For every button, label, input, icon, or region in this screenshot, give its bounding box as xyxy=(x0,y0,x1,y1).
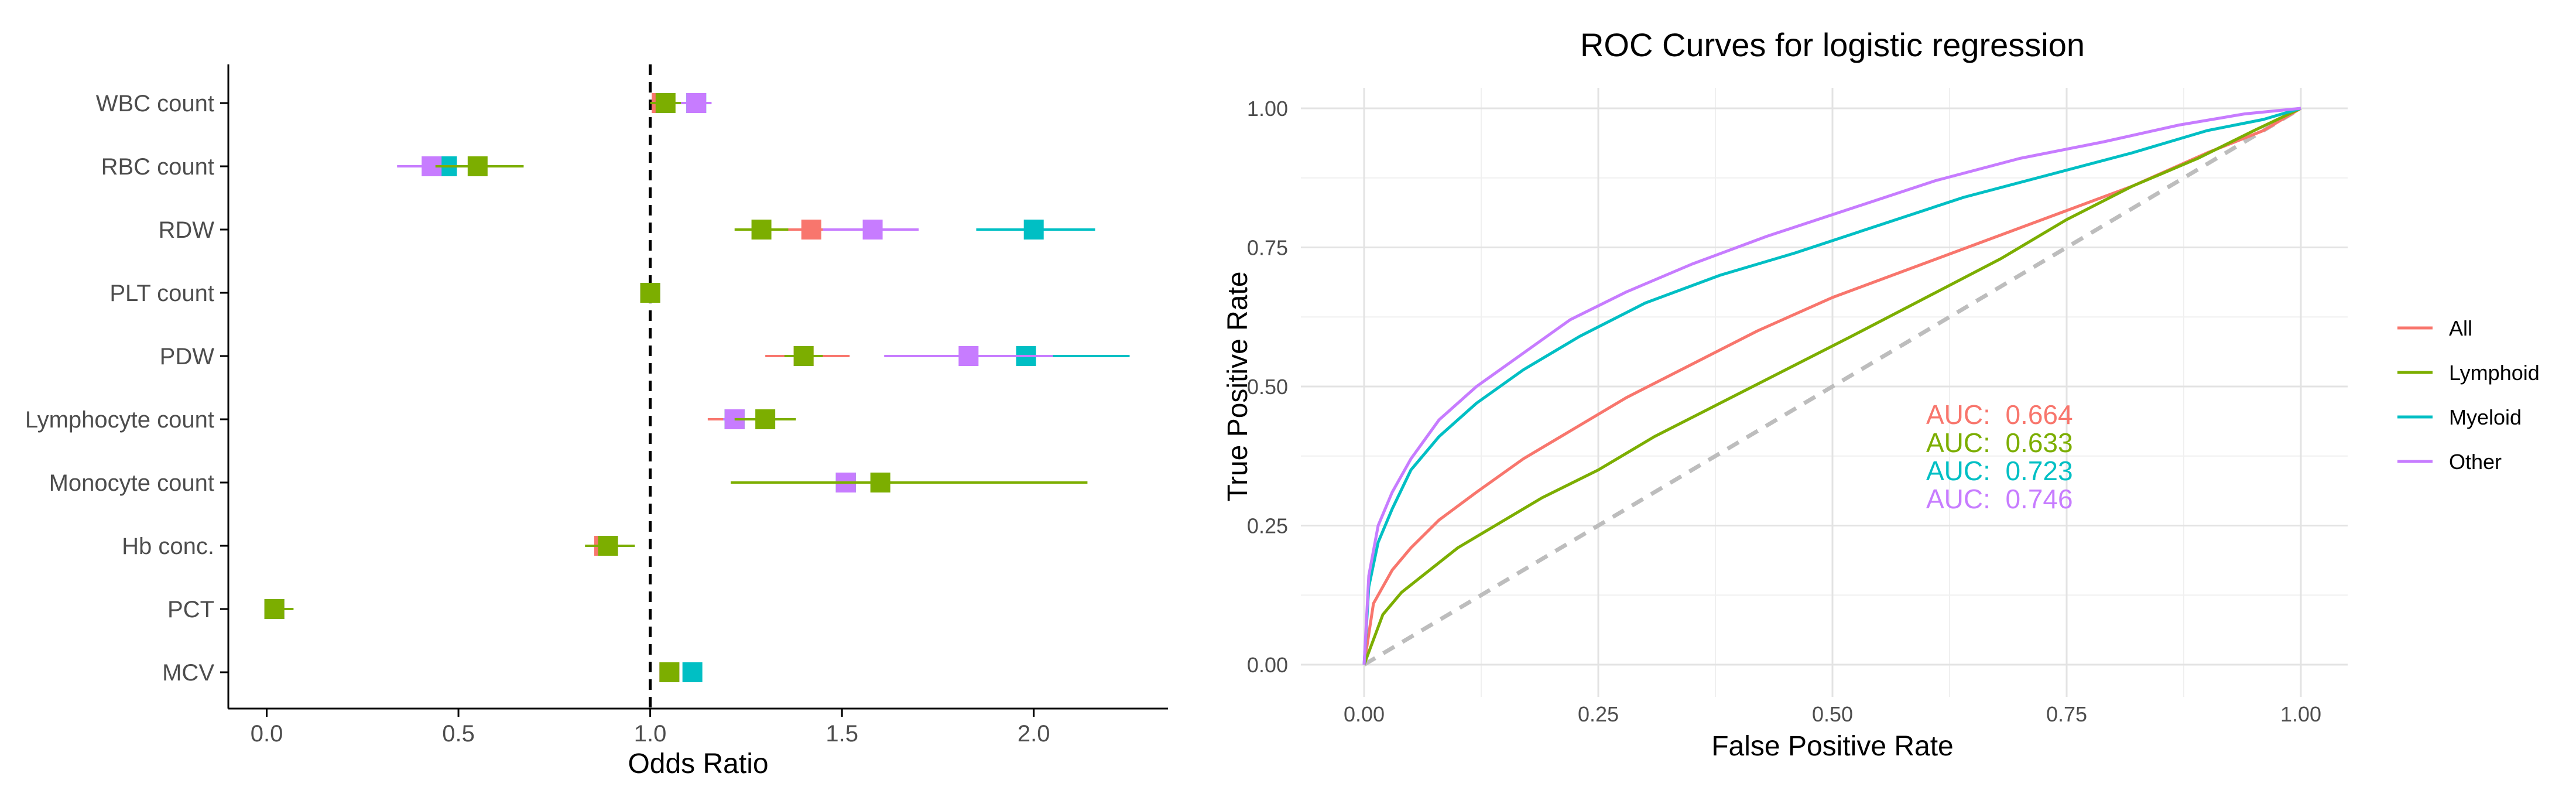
roc-x-axis-title: False Positive Rate xyxy=(1711,731,1954,762)
roc-x-tick-label: 0.50 xyxy=(1812,702,1853,726)
auc-label-other: AUC: 0.746 xyxy=(1926,484,2073,514)
auc-label-all: AUC: 0.664 xyxy=(1926,399,2073,430)
forest-other-rdw-marker xyxy=(862,220,883,240)
roc-x-tick-label: 1.00 xyxy=(2280,702,2321,726)
forest-y-tick-label-hb-conc: Hb conc. xyxy=(122,533,214,559)
forest-x-tick-label: 0.5 xyxy=(442,721,475,747)
roc-y-axis-title: True Positive Rate xyxy=(1222,271,1253,501)
roc-x-tick-label: 0.25 xyxy=(1578,702,1619,726)
roc-x-tick-label: 0.75 xyxy=(2046,702,2087,726)
forest-lymphoid-mcv-marker xyxy=(659,662,680,682)
forest-lymphoid-pct-marker xyxy=(264,599,285,619)
forest-y-tick-label-pct: PCT xyxy=(167,597,214,622)
forest-lymphoid-monocyte-count-marker xyxy=(870,473,890,492)
roc-diagonal-reference xyxy=(1363,106,2302,667)
roc-curve-other xyxy=(1362,107,2301,665)
roc-title: ROC Curves for logistic regression xyxy=(1580,26,2085,63)
forest-lymphoid-lymphocyte-count-marker xyxy=(755,409,776,429)
forest-lymphoid-hb-conc-marker xyxy=(598,536,618,556)
forest-y-tick-label-pdw: PDW xyxy=(160,344,215,370)
forest-y-tick-label-rbc-count: RBC count xyxy=(101,154,214,180)
forest-myeloid-rdw-marker xyxy=(1023,220,1044,240)
forest-x-tick-label: 1.5 xyxy=(825,721,858,747)
legend-label-other: Other xyxy=(2449,450,2502,474)
forest-lymphoid-pdw-marker xyxy=(793,346,814,366)
roc-y-tick-label: 0.00 xyxy=(1247,653,1288,677)
forest-lymphoid-rbc-count-marker xyxy=(467,156,488,176)
roc-y-tick-label: 1.00 xyxy=(1247,97,1288,121)
forest-y-tick-label-rdw: RDW xyxy=(158,217,214,243)
forest-other-pdw-marker xyxy=(958,346,979,366)
legend-label-lymphoid: Lymphoid xyxy=(2449,361,2540,385)
roc-plot: 0.00 0.25 0.50 0.75 1.00 0.00 0.25 0.50 0.75 1.00… xyxy=(1222,26,2540,762)
auc-label-lymphoid: AUC: 0.633 xyxy=(1926,427,2073,458)
roc-y-tick-label: 0.75 xyxy=(1247,236,1288,260)
forest-lymphoid-rdw-marker xyxy=(751,220,772,240)
forest-y-tick-label-plt-count: PLT count xyxy=(109,281,214,306)
forest-plot: 0.0 0.5 1.0 1.5 2.0 WBC count RBC count RDW PLT … xyxy=(25,64,1168,779)
forest-all-rdw-marker xyxy=(801,220,821,240)
forest-other-wbc-count-marker xyxy=(686,93,707,113)
forest-x-tick-label: 0.0 xyxy=(251,721,283,747)
roc-x-tick-label: 0.00 xyxy=(1344,702,1385,726)
roc-curve-lymphoid xyxy=(1362,107,2302,665)
forest-y-tick-label-wbc-count: WBC count xyxy=(96,91,214,117)
forest-x-tick-label: 2.0 xyxy=(1018,721,1050,747)
auc-label-myeloid: AUC: 0.723 xyxy=(1926,456,2073,486)
forest-x-tick-label: 1.0 xyxy=(634,721,667,747)
forest-lymphoid-wbc-count-marker xyxy=(655,93,676,113)
forest-y-tick-label-monocyte-count: Monocyte count xyxy=(49,470,214,496)
legend-label-myeloid: Myeloid xyxy=(2449,405,2522,429)
roc-y-tick-label: 0.25 xyxy=(1247,514,1288,538)
forest-lymphoid-plt-count-marker xyxy=(640,283,660,303)
forest-y-tick-label-lymphocyte-count: Lymphocyte count xyxy=(25,407,214,433)
forest-y-tick-label-mcv: MCV xyxy=(162,660,214,686)
roc-curve-myeloid xyxy=(1362,107,2301,665)
legend-label-all: All xyxy=(2449,316,2472,340)
roc-y-tick-label: 0.50 xyxy=(1247,375,1288,399)
forest-x-axis-title: Odds Ratio xyxy=(628,748,768,779)
forest-myeloid-mcv-marker xyxy=(682,662,703,682)
